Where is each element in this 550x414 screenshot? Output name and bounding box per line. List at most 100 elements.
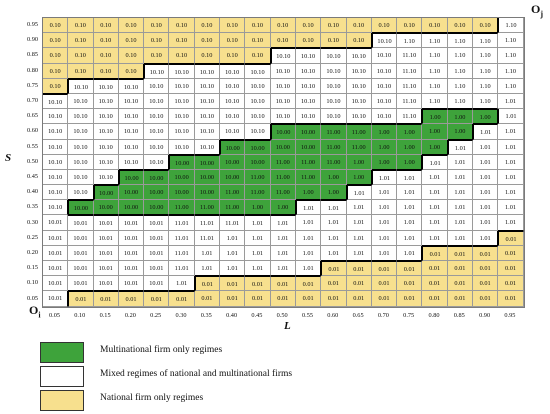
grid-cell: 0.01: [68, 291, 94, 307]
grid-cell: 11.00: [346, 139, 372, 155]
grid-cell: 1.10: [498, 18, 524, 34]
grid-cell: 10.10: [118, 139, 145, 155]
y-tick-label: 0.55: [26, 142, 38, 150]
grid-cell: 0.01: [397, 291, 423, 307]
grid-cell: 0.01: [397, 276, 423, 292]
grid-cell: 0.01: [422, 245, 448, 261]
grid-cell: 0.10: [144, 33, 170, 49]
grid-cell: 0.10: [346, 18, 372, 34]
grid-cell: 11.00: [194, 200, 221, 216]
grid-cell: 10.01: [118, 230, 145, 246]
grid-cell: 1.10: [498, 78, 524, 94]
grid-cell: 10.00: [220, 169, 246, 186]
grid-cell: 1.01: [397, 185, 423, 201]
grid-cell: 10.10: [194, 109, 221, 125]
grid-cell: 10.01: [43, 276, 69, 292]
grid-cell: 10.10: [144, 109, 170, 125]
grid-cell: 0.01: [169, 291, 195, 307]
grid-cell: 11.10: [397, 48, 423, 64]
grid-cell: 11.01: [220, 215, 246, 231]
grid-cell: 0.01: [346, 291, 372, 307]
grid-cell: 1.10: [422, 93, 448, 110]
x-tick-label: 0.75: [403, 311, 415, 319]
grid-cell: 1.01: [270, 245, 296, 261]
y-tick-label: 0.85: [26, 51, 38, 59]
grid-cell: 1.01: [498, 215, 524, 231]
y-tick-label: 0.40: [26, 188, 38, 196]
grid-cell: 0.10: [169, 48, 195, 64]
grid-cell: 10.10: [43, 124, 69, 140]
grid-cell: 1.00: [245, 200, 271, 216]
grid-cell: 1.10: [447, 78, 474, 94]
grid-cell: 11.00: [245, 169, 271, 186]
origin-right-label: Oj: [531, 2, 543, 18]
grid-cell: 10.00: [144, 185, 170, 201]
grid-cell: 1.01: [498, 109, 524, 125]
grid-cell: 1.01: [498, 200, 524, 216]
grid-cell: 1.01: [447, 185, 474, 201]
grid-cell: 10.10: [295, 93, 322, 110]
grid-cell: 10.00: [194, 169, 221, 186]
y-tick-label: 0.65: [26, 112, 38, 120]
grid-cell: 10.10: [371, 63, 398, 79]
grid-cell: 0.01: [220, 291, 246, 307]
origin-right-sub: j: [540, 9, 544, 19]
grid-cell: 1.01: [473, 154, 499, 170]
grid-cell: 10.01: [68, 215, 94, 231]
grid-cell: 0.01: [346, 261, 372, 277]
grid-cell: 10.10: [346, 93, 372, 110]
grid-cell: 11.00: [346, 124, 372, 140]
grid-cell: 0.01: [447, 291, 474, 307]
grid-cell: 10.10: [144, 78, 170, 94]
grid-cell: 1.01: [194, 261, 221, 277]
grid-cell: 0.10: [93, 48, 119, 64]
grid-cell: 10.10: [93, 169, 119, 186]
grid-cell: 1.01: [321, 245, 347, 261]
grid-cell: 1.01: [397, 230, 423, 246]
grid-cell: 0.10: [43, 63, 69, 79]
grid-cell: 0.01: [473, 245, 499, 261]
grid-cell: 10.10: [43, 109, 69, 125]
grid-cell: 11.01: [169, 230, 195, 246]
grid-cell: 1.10: [422, 78, 448, 94]
grid-cell: 10.01: [144, 215, 170, 231]
legend-label-multinational: Multinational firm only regimes: [100, 345, 223, 355]
grid-cell: 10.10: [68, 109, 94, 125]
grid-cell: 10.00: [245, 154, 271, 170]
grid-cell: 1.00: [321, 185, 347, 201]
grid-cell: 1.01: [321, 215, 347, 231]
grid-cell: 0.01: [371, 261, 398, 277]
grid-cell: 10.01: [93, 276, 119, 292]
grid-cell: 1.01: [371, 185, 398, 201]
grid-cell: 10.10: [220, 124, 246, 140]
grid-cell: 0.10: [270, 33, 296, 49]
grid-cell: 1.01: [397, 169, 423, 186]
grid-cell: 10.00: [169, 154, 195, 170]
grid-cell: 0.10: [194, 33, 221, 49]
grid-cell: 10.10: [118, 93, 145, 110]
grid-cell: 1.10: [447, 48, 474, 64]
grid-cell: 0.01: [498, 276, 524, 292]
grid-cell: 1.00: [422, 124, 448, 140]
grid-cell: 10.10: [295, 48, 322, 64]
grid-cell: 10.01: [144, 276, 170, 292]
grid-cell: 10.00: [295, 139, 322, 155]
grid-cell: 11.00: [220, 185, 246, 201]
grid-cell: 0.01: [295, 276, 322, 292]
grid-cell: 1.01: [371, 245, 398, 261]
y-tick-label: 0.70: [26, 97, 38, 104]
grid-cell: 1.01: [295, 200, 322, 216]
grid-cell: 0.01: [447, 261, 474, 277]
grid-cell: 0.10: [422, 18, 448, 34]
grid-cell: 11.10: [397, 109, 423, 125]
grid-cell: 1.00: [346, 154, 372, 170]
grid-cell: 0.10: [118, 18, 145, 34]
legend-swatch-multinational: [40, 342, 84, 363]
grid-cell: 1.01: [245, 261, 271, 277]
grid-cell: 10.10: [68, 124, 94, 140]
x-tick-label: 0.15: [99, 311, 111, 319]
grid-cell: 10.10: [245, 93, 271, 110]
grid-cell: 10.10: [371, 93, 398, 110]
grid-cell: 10.10: [245, 109, 271, 125]
